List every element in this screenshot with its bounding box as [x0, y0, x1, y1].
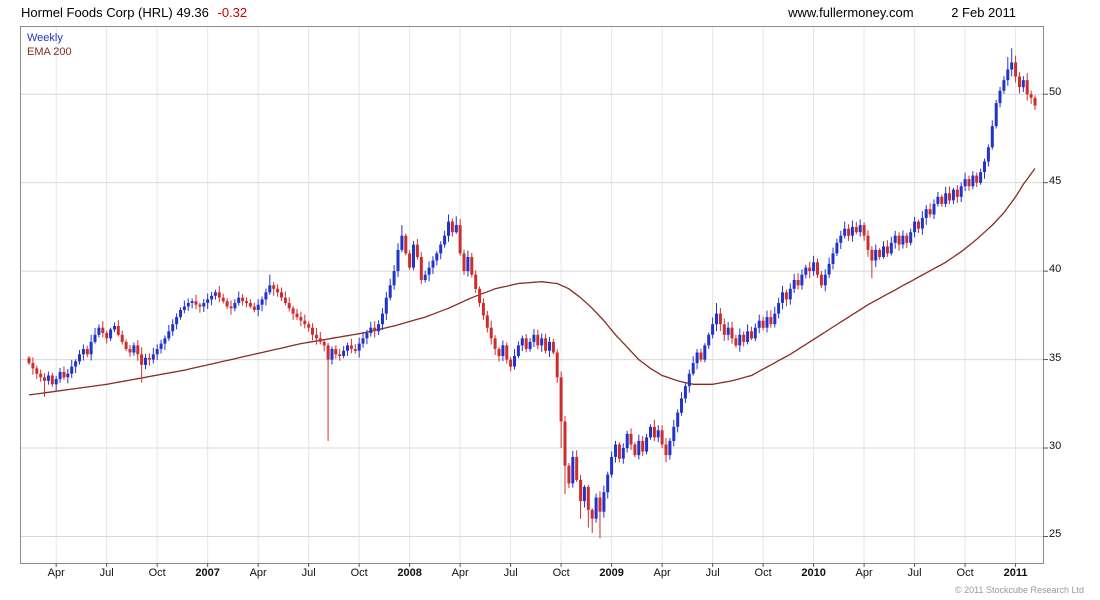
site-link[interactable]: www.fullermoney.com [788, 5, 914, 20]
y-axis-label: 50 [1049, 86, 1062, 99]
x-axis-label: Oct [754, 567, 772, 579]
x-axis-label: 2011 [1003, 567, 1028, 579]
x-axis-label: 2007 [195, 567, 220, 579]
x-axis-label: Apr [451, 567, 469, 579]
x-axis-label: 2010 [801, 567, 826, 579]
y-axis-label: 35 [1049, 351, 1062, 364]
y-axis-label: 30 [1049, 440, 1062, 453]
y-axis-label: 40 [1049, 263, 1062, 276]
x-axis-label: Jul [503, 567, 518, 579]
header-right: www.fullermoney.com 2 Feb 2011 [788, 5, 1016, 20]
chart-legend: Weekly EMA 200 [27, 31, 72, 59]
x-axis-label: 2008 [397, 567, 422, 579]
x-axis-label: Apr [653, 567, 671, 579]
x-axis-label: Jul [705, 567, 720, 579]
x-axis-label: Oct [350, 567, 368, 579]
x-axis-label: Oct [148, 567, 166, 579]
copyright: © 2011 Stockcube Research Ltd [954, 585, 1084, 595]
x-axis-label: Jul [99, 567, 114, 579]
x-axis-label: Jul [907, 567, 922, 579]
instrument-name-and-price: Hormel Foods Corp (HRL) 49.36 [21, 5, 209, 20]
legend-ema: EMA 200 [27, 46, 72, 58]
x-axis-label: Apr [855, 567, 873, 579]
chart-header: Hormel Foods Corp (HRL) 49.36 -0.32 www.… [21, 5, 1016, 20]
y-axis-label: 25 [1049, 528, 1062, 541]
y-axis-label: 45 [1049, 174, 1062, 187]
price-change: -0.32 [217, 5, 248, 20]
price-chart-svg [21, 27, 1048, 567]
chart-date: 2 Feb 2011 [951, 5, 1016, 20]
legend-weekly: Weekly [27, 32, 63, 44]
x-axis-label: Apr [249, 567, 267, 579]
x-axis-label: Apr [47, 567, 65, 579]
x-axis-label: Oct [956, 567, 974, 579]
chart-title: Hormel Foods Corp (HRL) 49.36 -0.32 [21, 5, 247, 20]
x-axis-label: 2009 [599, 567, 624, 579]
x-axis-label: Jul [301, 567, 316, 579]
ema-200-line [28, 168, 1036, 396]
chart-area: Weekly EMA 200 [20, 26, 1048, 567]
x-axis-label: Oct [552, 567, 570, 579]
candles-layer [27, 48, 1037, 539]
